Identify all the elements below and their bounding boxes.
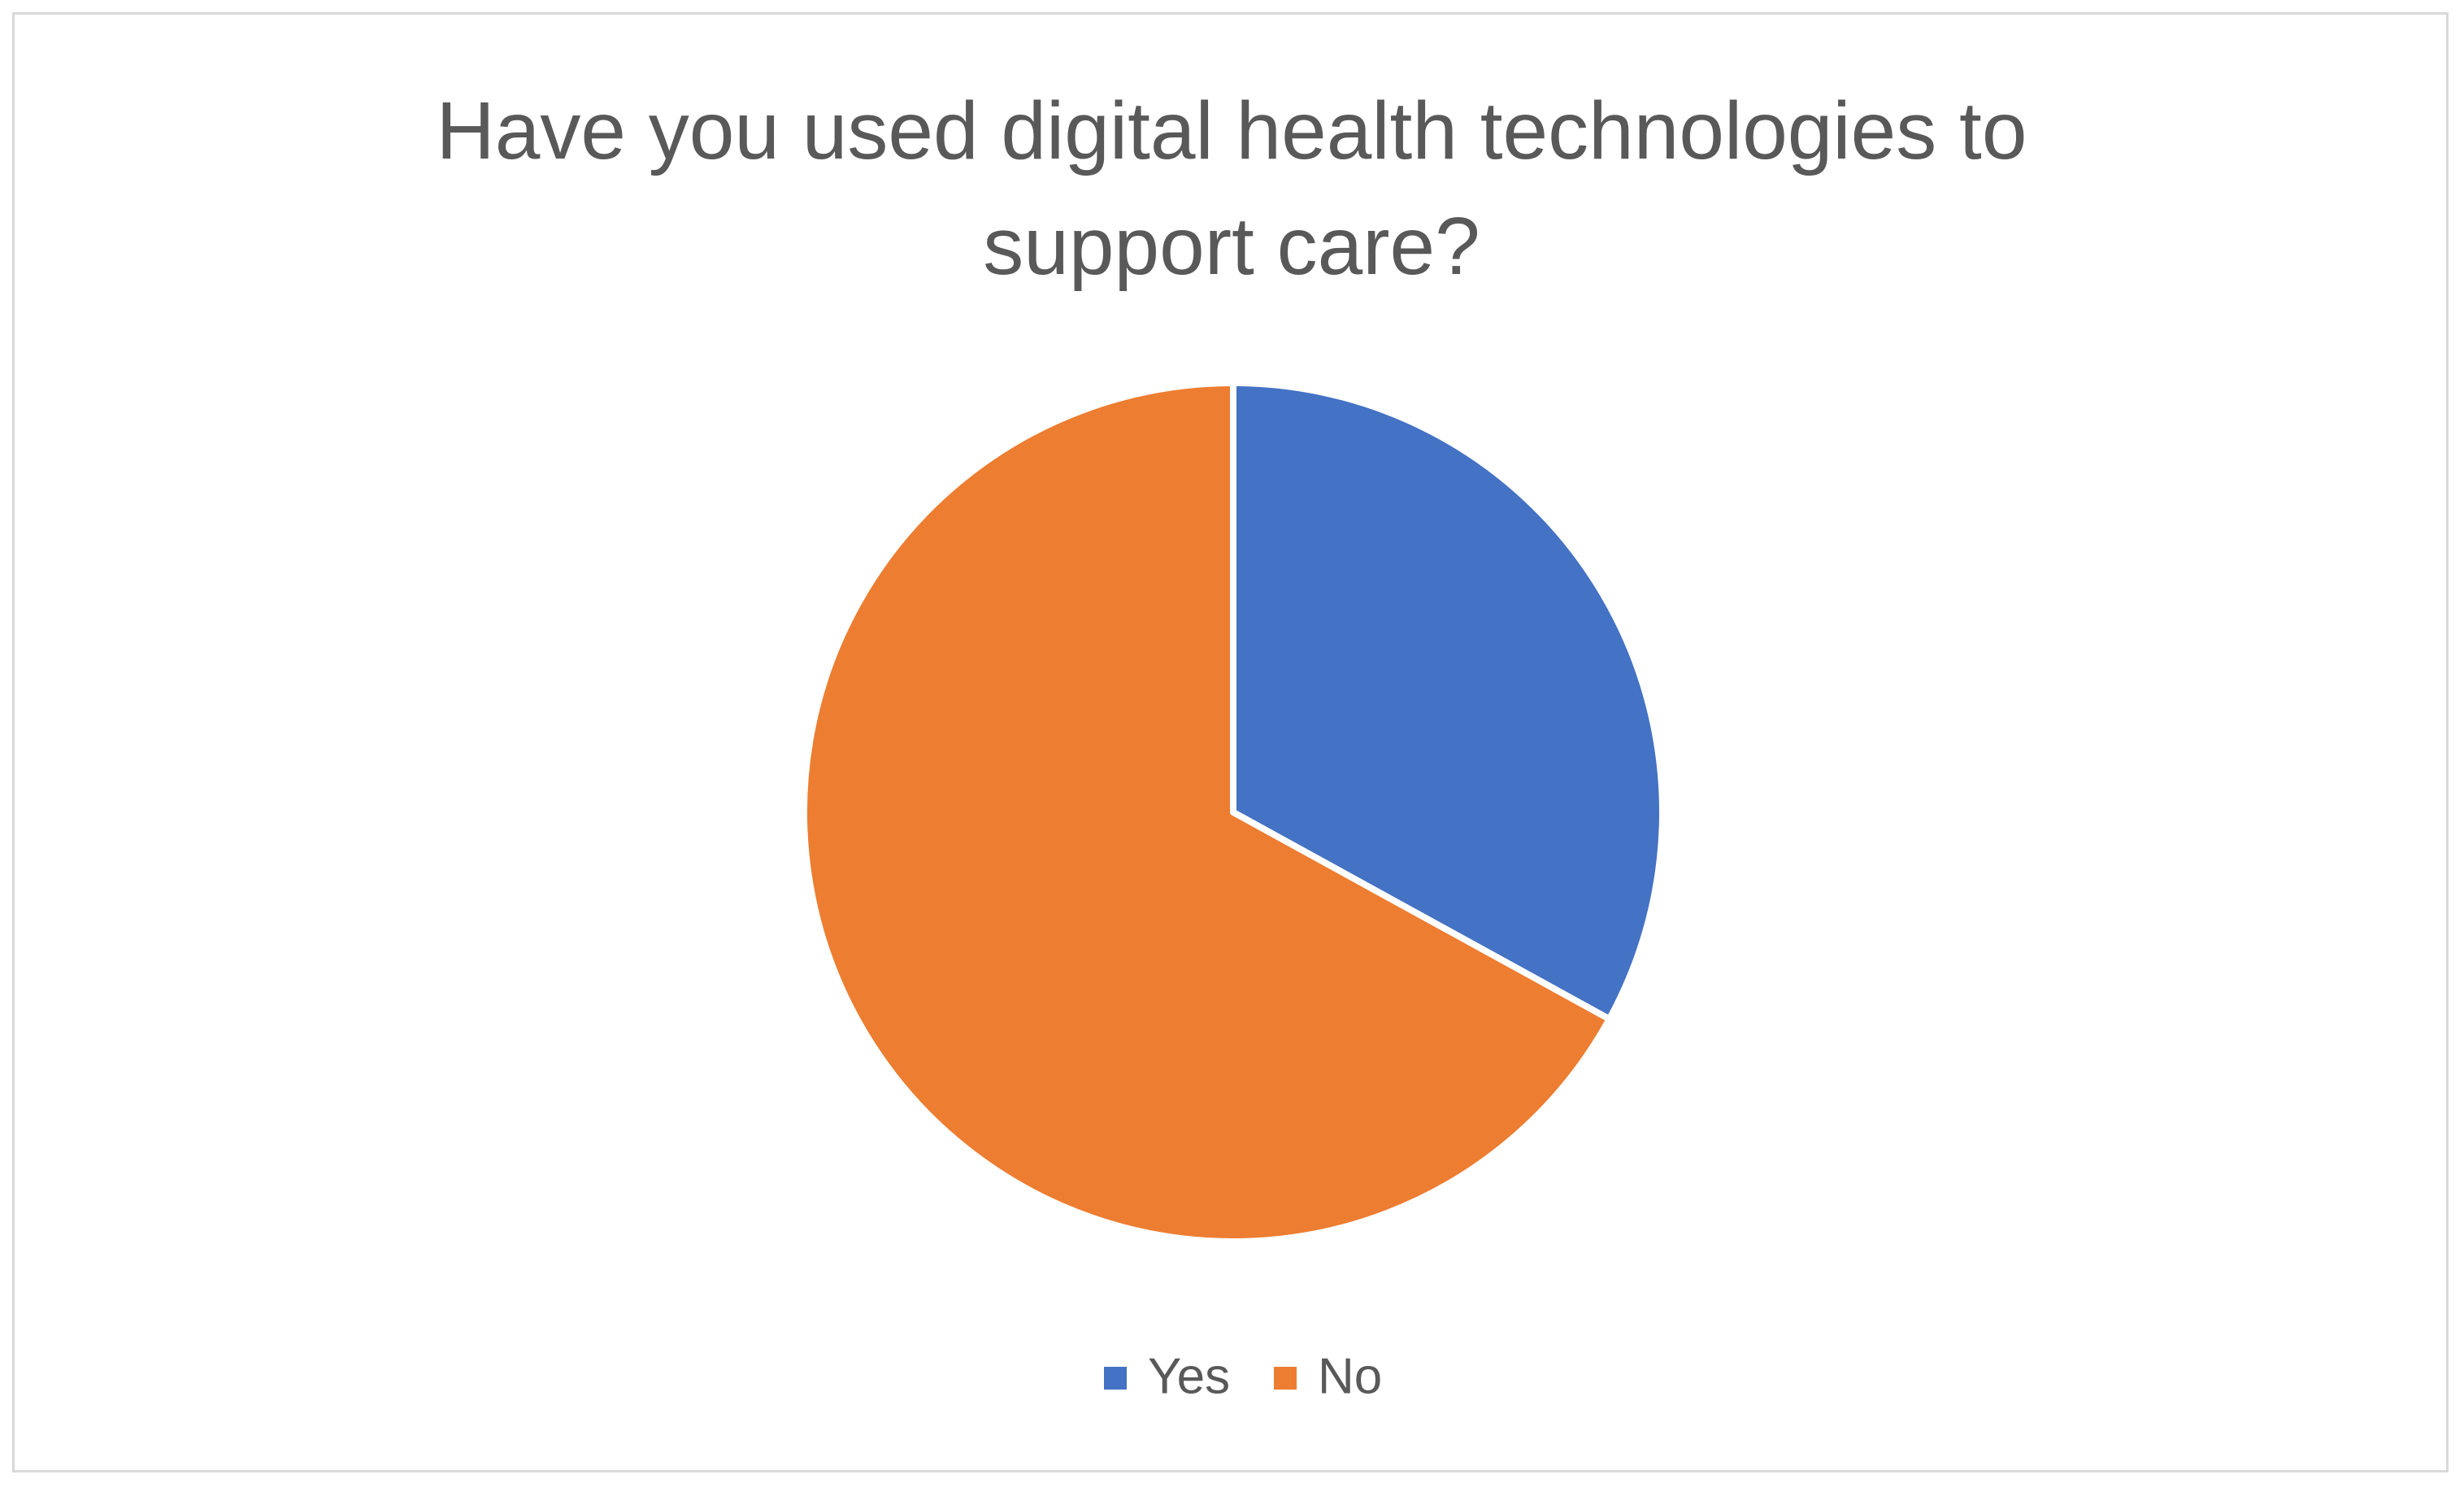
pie-slice [1230,380,1667,1023]
legend-label: Yes [1148,1348,1230,1404]
chart-title: Have you used digital health technologie… [436,85,2027,292]
legend-swatch [1104,1367,1127,1390]
pie-slice [801,380,1613,1245]
legend-label: No [1318,1348,1382,1404]
chart-frame [12,12,2449,1472]
legend-swatch [1274,1367,1297,1390]
